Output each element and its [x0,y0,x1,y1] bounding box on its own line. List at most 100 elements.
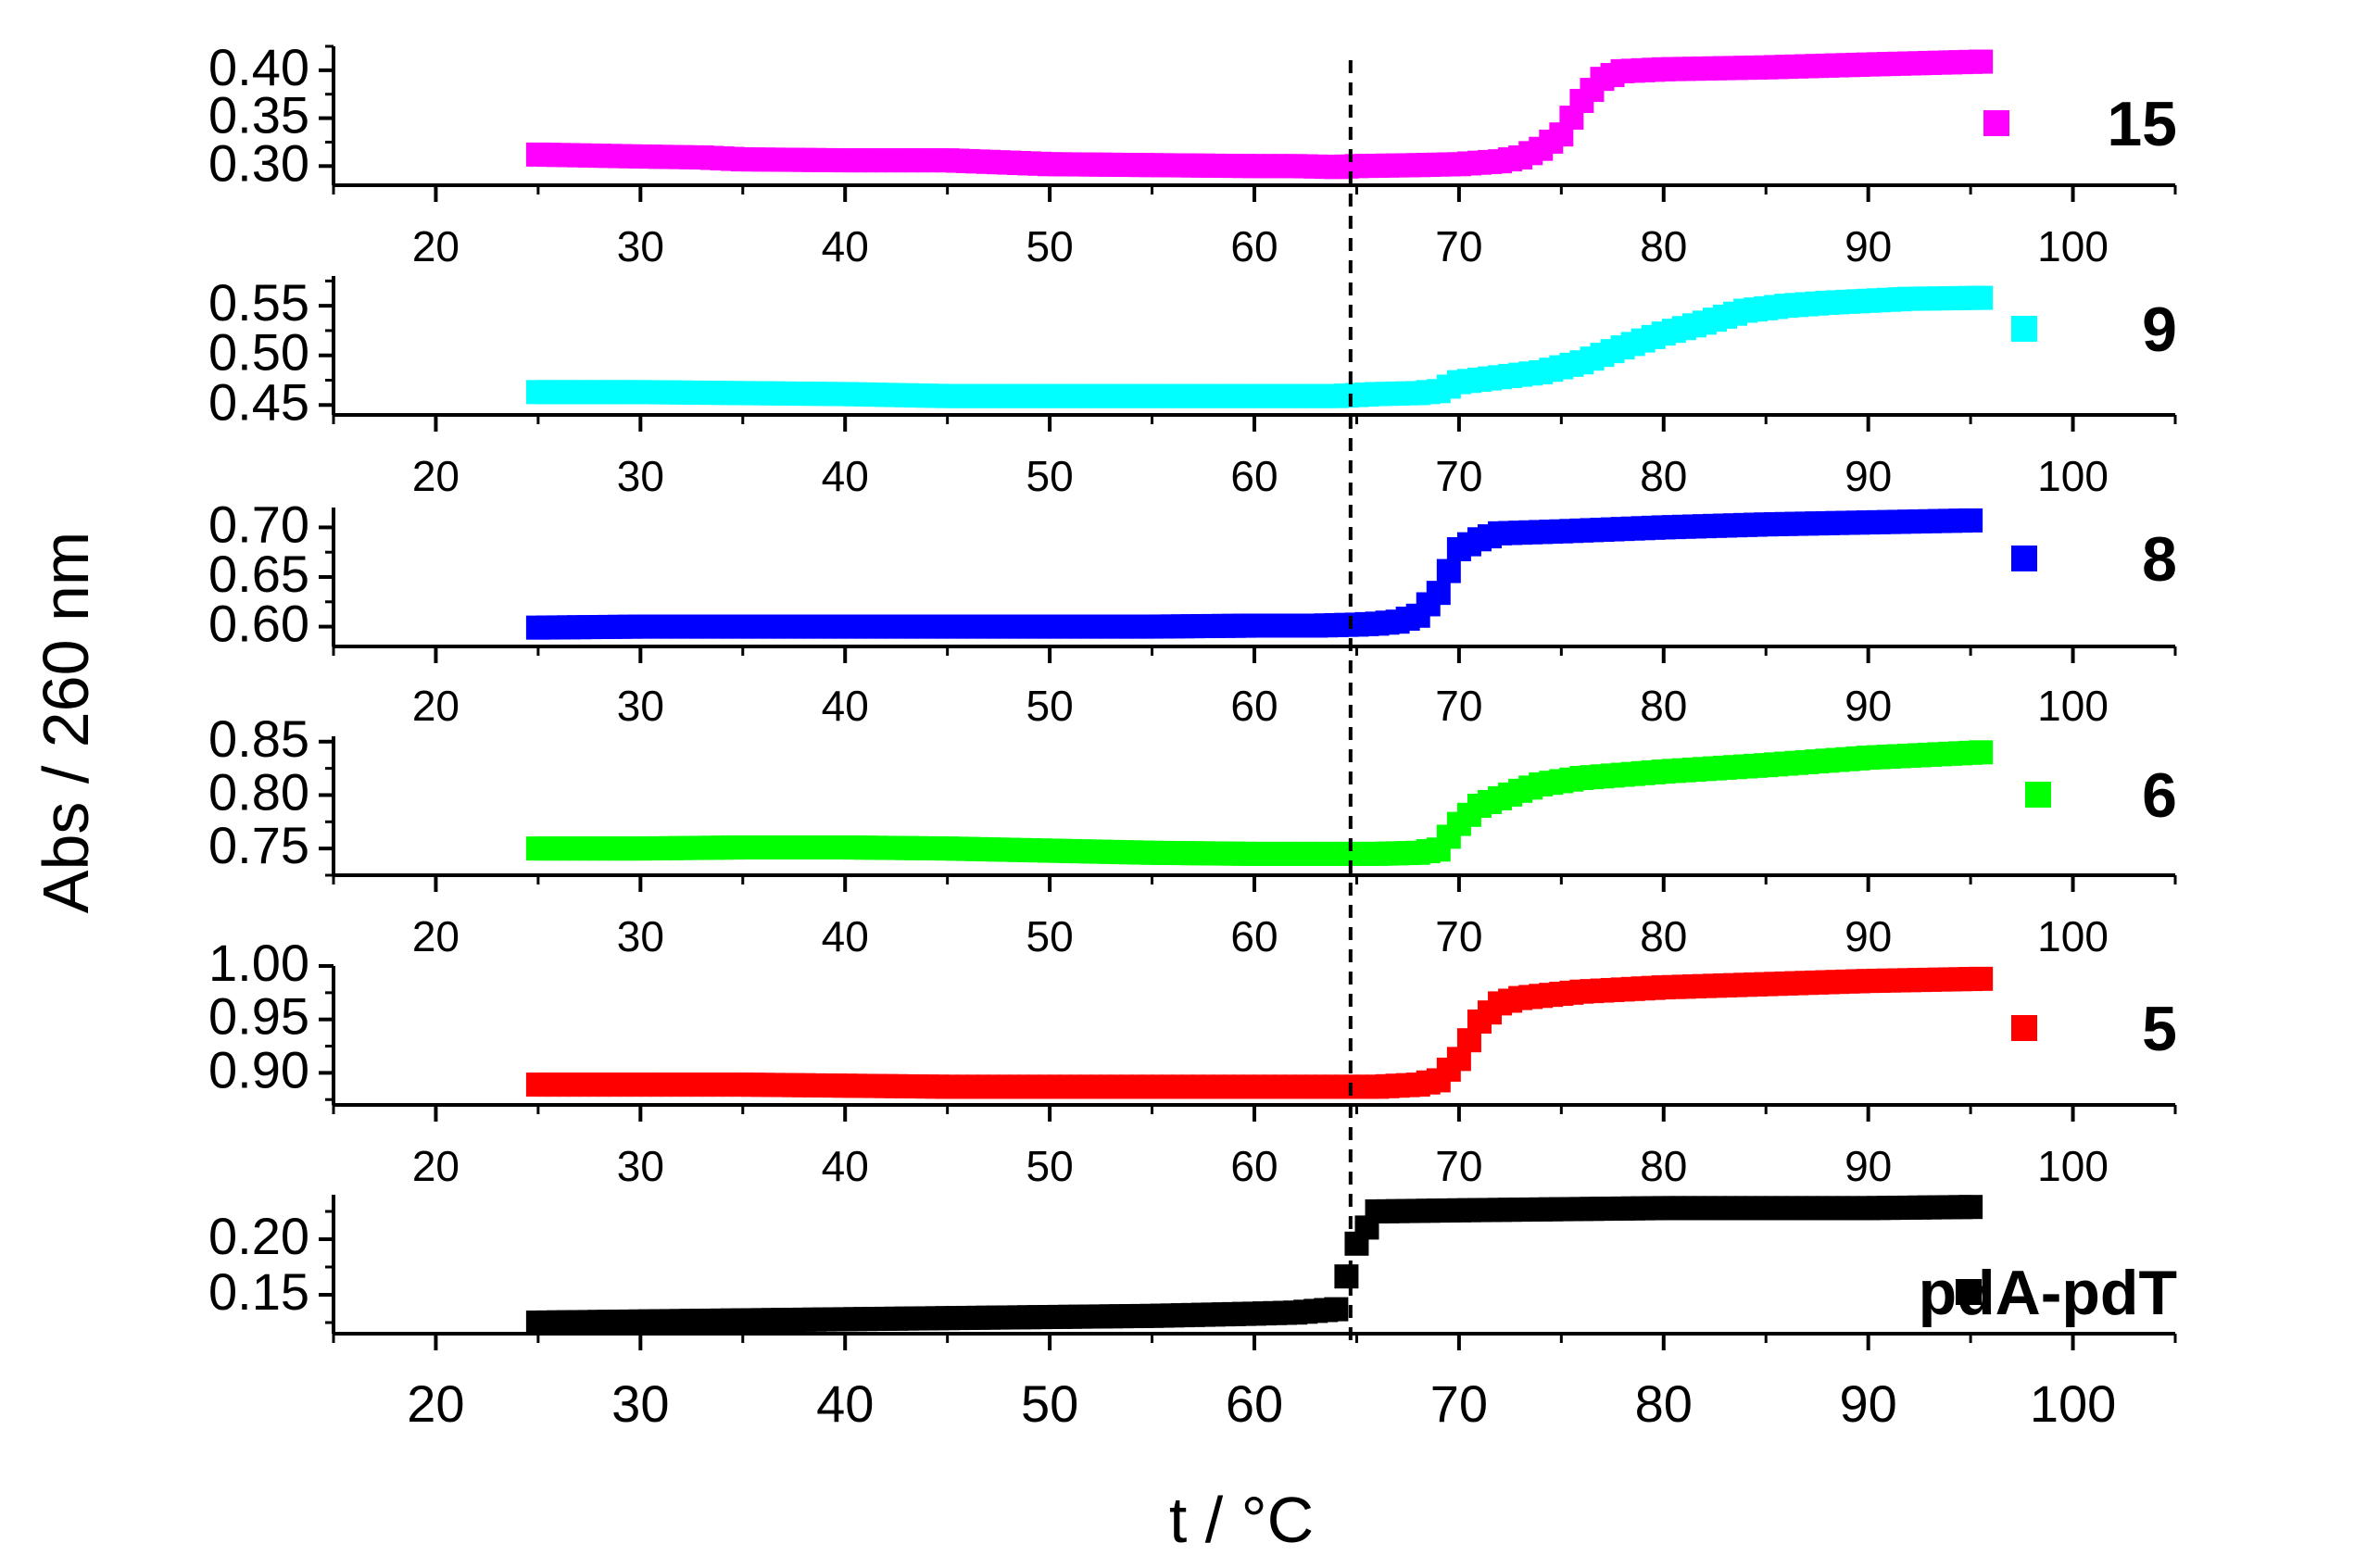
x-tick-label: 90 [1844,222,1892,270]
panel-5: 20 30 40 50 60 70 80 90 100 0.900.951.00 5 [208,934,2177,1190]
panel-6: 20 30 40 50 60 70 80 90 100 0.750.800.85 6 [208,709,2177,960]
y-tick-label: 0.65 [208,545,309,603]
y-tick-label: 0.45 [208,372,309,431]
y-tick-label: 0.90 [208,1040,309,1098]
legend-label: 8 [2142,524,2177,595]
y-tick-label: 0.40 [208,38,309,96]
panel-pdA-pdT: 20 30 40 50 60 70 80 90 100 0.150.20 pdA-pdT [208,1195,2177,1433]
x-tick-label: 100 [2037,682,2109,730]
x-tick-label: 20 [412,912,460,960]
legend-label: 6 [2142,760,2177,831]
x-tick-label: 30 [617,912,664,960]
x-tick-label: 90 [1844,682,1892,730]
x-tick-label: 40 [816,1374,874,1433]
x-tick-label: 100 [2037,452,2109,500]
x-tick-label: 20 [412,1142,460,1190]
x-tick-label: 90 [1844,452,1892,500]
x-tick-label: 30 [617,222,664,270]
x-tick-label: 30 [611,1374,669,1433]
data-point [1969,740,1994,765]
data-point [1334,1264,1359,1289]
x-tick-label: 70 [1435,682,1482,730]
y-tick-label: 0.70 [208,495,309,553]
x-tick-label: 60 [1230,682,1278,730]
data-point [1958,1195,1983,1220]
x-tick-label: 20 [412,222,460,270]
x-tick-label: 90 [1840,1374,1897,1433]
x-tick-label: 70 [1435,222,1482,270]
chart-panels: 20 30 40 50 60 70 80 90 100 0.300.350.40 15 20 30 40 5… [208,38,2177,1433]
x-tick-label: 30 [617,452,664,500]
legend-label: pdA-pdT [1919,1258,2177,1328]
data-point [1969,966,1994,991]
x-tick-label: 60 [1226,1374,1283,1433]
x-tick-label: 80 [1640,682,1687,730]
x-tick-label: 70 [1430,1374,1488,1433]
x-tick-label: 80 [1640,452,1687,500]
x-tick-label: 40 [822,912,869,960]
data-point [1969,49,1994,74]
x-tick-label: 80 [1640,1142,1687,1190]
x-tick-label: 80 [1640,912,1687,960]
x-tick-label: 40 [822,452,869,500]
legend-marker [2011,1015,2037,1041]
x-tick-label: 50 [1026,912,1074,960]
y-tick-label: 0.35 [208,86,309,144]
legend-label: 15 [2107,89,2177,159]
x-tick-label: 30 [617,1142,664,1190]
x-tick-label: 20 [407,1374,464,1433]
legend-marker [2025,782,2051,808]
legend-label: 5 [2142,994,2177,1064]
x-tick-label: 50 [1026,682,1074,730]
x-tick-label: 100 [2037,222,2109,270]
y-tick-label: 0.30 [208,133,309,192]
x-tick-label: 70 [1435,1142,1482,1190]
y-tick-label: 0.20 [208,1207,309,1265]
x-tick-label: 50 [1026,222,1074,270]
y-tick-label: 0.50 [208,323,309,382]
x-tick-label: 30 [617,682,664,730]
x-tick-label: 60 [1230,1142,1278,1190]
x-tick-label: 40 [822,1142,869,1190]
data-point [1436,558,1461,583]
x-tick-label: 70 [1435,912,1482,960]
legend-marker [1983,110,2009,136]
x-tick-label: 20 [412,682,460,730]
x-tick-label: 50 [1021,1374,1078,1433]
y-axis-title: Abs / 260 nm [30,532,102,913]
y-tick-label: 0.95 [208,987,309,1046]
x-tick-label: 90 [1844,1142,1892,1190]
x-tick-label: 60 [1230,912,1278,960]
x-tick-label: 80 [1640,222,1687,270]
x-tick-label: 70 [1435,452,1482,500]
y-tick-label: 0.85 [208,709,309,768]
panel-9: 20 30 40 50 60 70 80 90 100 0.450.500.55 9 [208,273,2177,500]
x-tick-label: 60 [1230,222,1278,270]
y-tick-label: 0.15 [208,1262,309,1321]
y-tick-label: 1.00 [208,934,309,992]
y-tick-label: 0.60 [208,595,309,653]
y-tick-label: 0.80 [208,762,309,821]
panel-8: 20 30 40 50 60 70 80 90 100 0.600.650.70 8 [208,495,2177,730]
data-point [1324,1297,1349,1322]
x-tick-label: 50 [1026,1142,1074,1190]
x-tick-label: 80 [1635,1374,1693,1433]
data-point [1969,285,1994,310]
y-tick-label: 0.75 [208,816,309,874]
legend-marker [2011,546,2037,571]
x-tick-label: 90 [1844,912,1892,960]
x-tick-label: 100 [2030,1374,2116,1433]
legend-marker [1956,1279,1982,1305]
x-tick-label: 100 [2037,1142,2109,1190]
x-axis-title: t / °C [1169,1484,1314,1556]
data-point [1426,581,1451,606]
legend-marker [2011,316,2037,342]
x-tick-label: 60 [1230,452,1278,500]
y-tick-label: 0.55 [208,273,309,332]
legend-label: 9 [2142,295,2177,365]
data-point [1958,508,1983,533]
x-tick-label: 40 [822,682,869,730]
x-tick-label: 40 [822,222,869,270]
x-tick-label: 20 [412,452,460,500]
